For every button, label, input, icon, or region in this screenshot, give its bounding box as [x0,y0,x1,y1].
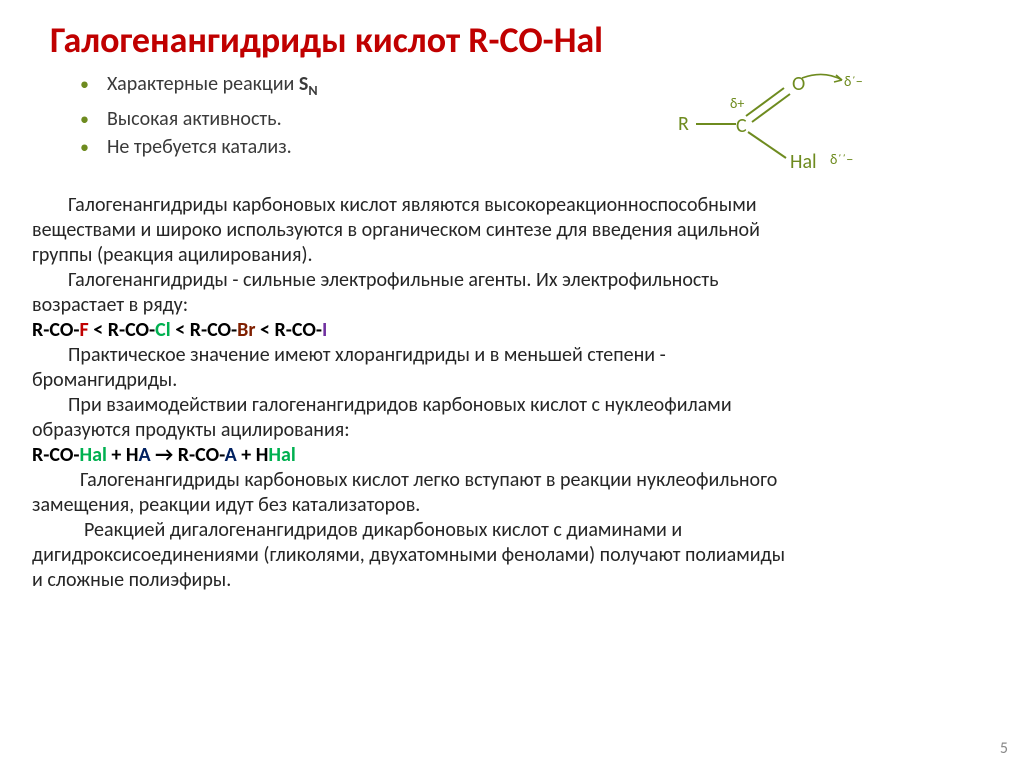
molecule-bonds [696,74,842,158]
f-I: I [322,318,327,342]
label-o: O [792,72,805,96]
molecule-svg: R C O Hal δ+ δ´− δ´´− [674,66,884,176]
eq-A: A [139,443,151,467]
body-text: Галогенангидриды карбоновых кислот являю… [32,193,992,593]
bullet-subscript: N [308,82,317,99]
label-delta-minus-1: δ´− [844,73,863,90]
eq-part: + H [237,443,269,467]
f-sep: < [171,318,190,342]
para-line: При взаимодействии галогенангидридов кар… [32,393,992,418]
para-line: дигидроксисоединениями (гликолями, двуха… [32,543,992,568]
f-F: F [79,318,88,342]
bullet-pre: Характерные реакции [107,72,299,96]
eq-A: A [225,443,237,467]
label-delta-minus-2: δ´´− [830,151,853,168]
f-sep: < [89,318,108,342]
bullet-marker-icon: • [80,107,89,131]
page-number: 5 [1000,739,1008,758]
slide-title: Галогенангидриды кислот R-CO-Hal [50,18,992,62]
para-line: Практическое значение имеют хлорангидрид… [32,343,992,368]
para-line: Галогенангидриды - сильные электрофильны… [32,268,992,293]
f-part: R-CO- [108,318,155,342]
bullet-text: Не требуется катализ. [107,135,292,159]
f-part: R-CO- [190,318,237,342]
slide-container: Галогенангидриды кислот R-CO-Hal • Харак… [0,0,1024,768]
bullet-text: Характерные реакции SN [107,72,318,103]
bullet-marker-icon: • [80,72,89,96]
label-hal: Hal [790,150,817,174]
para-line: бромангидриды. [32,368,992,393]
para-line: и сложные полиэфиры. [32,568,992,593]
electrophilicity-series: R-CO-F < R-CO-Cl < R-CO-Br < R-CO-I [32,318,992,343]
molecule-diagram: R C O Hal δ+ δ´− δ´´− [674,66,884,176]
f-Br: Br [237,318,255,342]
eq-Hal: Hal [268,443,295,467]
bullet-bold: S [299,72,308,96]
bullet-text: Высокая активность. [107,107,282,131]
para-line: замещения, реакции идут без катализаторо… [32,493,992,518]
eq-part: + H [107,443,139,467]
para-line: образуются продукты ацилирования: [32,418,992,443]
eq-part: R-CO- [178,443,225,467]
para-line: возрастает в ряду: [32,293,992,318]
f-Cl: Cl [155,318,171,342]
label-delta-plus: δ+ [730,95,744,112]
eq-part: R-CO- [32,443,79,467]
f-part: R-CO- [275,318,322,342]
para-line: Реакцией дигалогенангидридов дикарбоновы… [32,518,992,543]
f-part: R-CO- [32,318,79,342]
reaction-equation: R-CO-Hal + HA → R-CO-A + HHal [32,443,992,468]
f-sep: < [256,318,275,342]
label-c: C [736,114,747,138]
para-line: Галогенангидриды карбоновых кислот легко… [32,468,992,493]
para-line: группы (реакция ацилирования). [32,243,992,268]
label-r: R [678,112,689,136]
eq-arrow: → [151,443,178,467]
para-line: веществами и широко используются в орган… [32,218,992,243]
eq-Hal: Hal [79,443,106,467]
para-line: Галогенангидриды карбоновых кислот являю… [32,193,992,218]
bullet-marker-icon: • [80,135,89,159]
